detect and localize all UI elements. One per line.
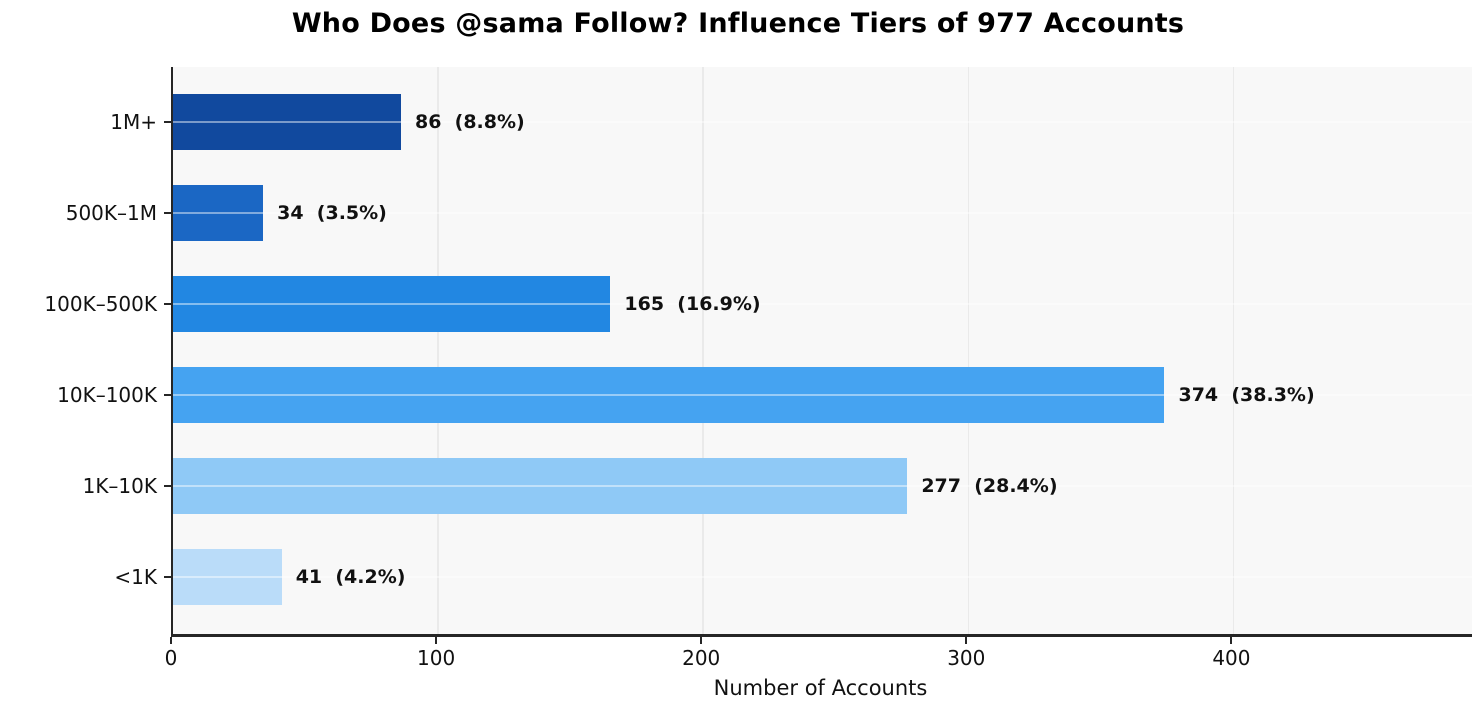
plot-area: 86 (8.8%) 34 (3.5%) 165 (16.9%) 374 (38.3%)… [171, 67, 1472, 637]
x-tick-label: 300 [947, 646, 986, 670]
bar-value-label: 86 (8.8%) [414, 111, 525, 133]
x-tick-label: 400 [1212, 646, 1251, 670]
bar [173, 458, 908, 514]
gridline-vertical [1232, 67, 1235, 634]
gridline-horizontal [173, 394, 1472, 396]
gridline-horizontal [173, 212, 1472, 214]
bar-value-label: 277 (28.4%) [921, 475, 1058, 497]
gridline-horizontal [173, 576, 1472, 578]
bar [173, 185, 264, 241]
y-tick-mark [164, 303, 171, 305]
chart-title: Who Does @sama Follow? Influence Tiers o… [291, 8, 1185, 39]
x-tick-label: 100 [417, 646, 456, 670]
y-tick-mark [164, 212, 171, 214]
gridline-horizontal [173, 485, 1472, 487]
gridline-horizontal [173, 121, 1472, 123]
bar-value-label: 165 (16.9%) [624, 293, 761, 315]
y-tick-label: 10K–100K [57, 383, 157, 407]
bar [173, 276, 611, 332]
y-tick-mark [164, 576, 171, 578]
x-tick-label: 0 [164, 646, 178, 670]
x-tick-mark [700, 637, 703, 644]
y-tick-label: <1K [114, 565, 157, 589]
x-tick-mark [965, 637, 968, 644]
y-tick-label: 100K–500K [44, 292, 157, 316]
y-tick-label: 1K–10K [82, 474, 157, 498]
bar [173, 549, 282, 605]
x-tick-mark [435, 637, 438, 644]
bar [173, 367, 1165, 423]
y-tick-label: 500K–1M [65, 201, 157, 225]
x-tick-label: 200 [682, 646, 721, 670]
bar-value-label: 34 (3.5%) [277, 202, 387, 224]
bar-value-label: 374 (38.3%) [1178, 384, 1315, 406]
y-tick-mark [164, 394, 171, 396]
gridline-vertical [702, 67, 704, 634]
y-tick-mark [164, 485, 171, 487]
x-tick-mark [170, 637, 172, 644]
bar [173, 94, 401, 150]
gridline-horizontal [173, 303, 1472, 305]
x-axis-label: Number of Accounts [713, 676, 928, 700]
gridline-vertical [437, 67, 439, 634]
bar-value-label: 41 (4.2%) [295, 566, 406, 588]
y-tick-label: 1M+ [110, 110, 157, 134]
y-tick-mark [164, 121, 171, 123]
gridline-vertical [967, 67, 970, 634]
x-tick-mark [1230, 637, 1233, 644]
